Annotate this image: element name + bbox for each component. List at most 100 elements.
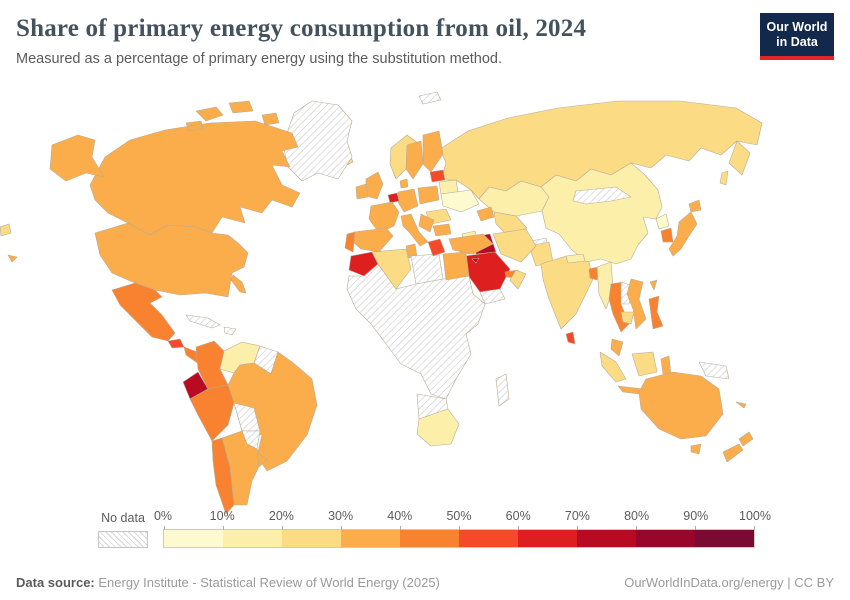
footer-license[interactable]: OurWorldInData.org/energy | CC BY [624, 575, 834, 590]
region-finland[interactable] [422, 130, 444, 173]
legend-cell[interactable] [341, 530, 400, 547]
region-algeria[interactable] [371, 248, 412, 290]
no-data-label: No data [101, 511, 145, 525]
region-bangladesh[interactable] [588, 266, 599, 281]
region-baltics[interactable] [429, 169, 446, 183]
legend: No data 0% 10% 20% 30% 40% 50% 60% 70% 80% 90% 100… [98, 509, 771, 548]
region-vietnam[interactable] [626, 278, 647, 330]
region-north-korea[interactable] [655, 213, 670, 230]
legend-cell[interactable] [223, 530, 282, 547]
region-guatemala[interactable] [167, 338, 185, 349]
region-germany[interactable] [397, 188, 419, 213]
region-nepal[interactable] [565, 253, 586, 264]
region-turkey[interactable] [448, 233, 494, 255]
region-greece[interactable] [427, 238, 446, 257]
legend-cell[interactable] [282, 530, 341, 547]
region-greenland[interactable] [282, 100, 353, 182]
legend-tick-label: 40% [387, 509, 413, 523]
legend-tick-label: 100% [739, 509, 771, 523]
legend-cell[interactable] [577, 530, 636, 547]
region-papua-new-guinea[interactable] [698, 361, 730, 380]
data-source-label: Data source: [16, 575, 95, 590]
region-cuba[interactable] [185, 314, 221, 329]
footer: Data source: Energy Institute - Statisti… [16, 575, 834, 590]
page-title: Share of primary energy consumption from… [16, 15, 587, 42]
region-sweden[interactable] [405, 140, 424, 180]
region-mexico[interactable] [111, 282, 176, 342]
world-map [0, 85, 850, 515]
region-balkans[interactable] [418, 213, 435, 233]
region-spain[interactable] [350, 227, 394, 253]
region-mongolia[interactable] [572, 186, 632, 205]
region-china[interactable] [540, 162, 663, 265]
region-saudi-arabia[interactable] [464, 251, 511, 293]
legend-tick-mark [754, 526, 755, 530]
legend-no-data: No data [98, 511, 148, 548]
legend-tick-mark [459, 526, 460, 530]
legend-tick-mark [577, 526, 578, 530]
region-colombia[interactable] [195, 340, 229, 390]
region-usa[interactable] [49, 134, 249, 298]
header: Share of primary energy consumption from… [16, 14, 750, 67]
legend-tick-label: 70% [564, 509, 590, 523]
region-indonesia-west[interactable] [599, 351, 658, 383]
legend-bar [163, 526, 755, 548]
region-peru[interactable] [189, 384, 235, 442]
legend-tick-mark [341, 526, 342, 530]
region-ireland[interactable] [355, 183, 369, 200]
region-hispaniola[interactable] [223, 326, 237, 336]
region-italy[interactable] [400, 213, 429, 247]
owid-logo[interactable]: Our World in Data [760, 13, 834, 60]
region-taiwan[interactable] [649, 279, 658, 291]
region-south-africa[interactable] [416, 408, 460, 447]
legend-tick-mark [636, 526, 637, 530]
data-source: Data source: Energy Institute - Statisti… [16, 575, 440, 590]
legend-cell[interactable] [164, 530, 223, 547]
region-united-kingdom[interactable] [365, 171, 384, 200]
region-france[interactable] [368, 201, 400, 234]
region-benelux[interactable] [387, 192, 400, 204]
region-poland[interactable] [417, 185, 440, 205]
owid-logo-line1: Our World [766, 20, 828, 34]
page-subtitle: Measured as a percentage of primary ener… [16, 51, 503, 67]
region-svalbard[interactable] [418, 91, 442, 105]
region-oman[interactable] [509, 269, 527, 290]
legend-cell[interactable] [636, 530, 695, 547]
region-hawaii[interactable] [7, 254, 18, 263]
region-madagascar[interactable] [495, 373, 510, 407]
region-argentina[interactable] [221, 430, 263, 506]
region-japan[interactable] [668, 199, 702, 257]
region-new-zealand[interactable] [722, 431, 754, 463]
legend-cell[interactable] [695, 530, 754, 547]
region-cyprus[interactable] [471, 257, 480, 264]
region-cambodia[interactable] [620, 311, 635, 325]
region-portugal[interactable] [344, 231, 356, 253]
legend-cell[interactable] [459, 530, 518, 547]
region-denmark[interactable] [399, 178, 409, 189]
region-yemen[interactable] [479, 288, 506, 305]
no-data-swatch[interactable] [98, 531, 148, 548]
region-egypt[interactable] [442, 251, 470, 281]
region-sri-lanka[interactable] [565, 331, 576, 345]
legend-tick-label: 60% [505, 509, 531, 523]
region-uruguay[interactable] [256, 452, 268, 468]
region-malaysia[interactable] [610, 338, 624, 357]
region-south-korea[interactable] [660, 227, 674, 243]
legend-cell[interactable] [518, 530, 577, 547]
legend-cell[interactable] [400, 530, 459, 547]
region-australia[interactable] [638, 371, 724, 455]
region-bulgaria[interactable] [432, 223, 452, 237]
legend-tick-mark [223, 526, 224, 530]
region-india[interactable] [540, 255, 594, 330]
region-caucasus[interactable] [476, 206, 495, 222]
legend-tick-mark [695, 526, 696, 530]
region-morocco[interactable] [348, 251, 379, 277]
region-ukraine[interactable] [440, 189, 480, 213]
region-canada[interactable] [89, 100, 301, 236]
region-philippines[interactable] [648, 295, 664, 330]
region-libya[interactable] [410, 253, 444, 285]
region-iran[interactable] [492, 228, 537, 263]
region-africa-no-data[interactable] [346, 263, 486, 400]
region-new-caledonia[interactable] [735, 401, 747, 409]
region-chukotka-fragment[interactable] [0, 223, 12, 237]
